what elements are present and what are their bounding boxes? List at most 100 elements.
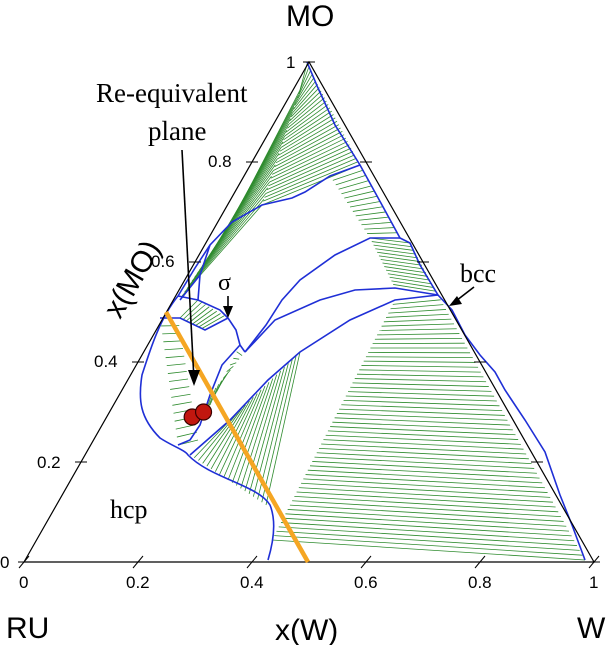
tie-line [350,386,492,392]
tie-line [359,369,481,373]
sigma-left [177,295,229,319]
tie-line [227,385,266,481]
tie-line [170,386,190,390]
tie-line [278,526,578,546]
phase-boundaries [139,61,586,561]
tie-line [236,378,274,486]
tie-line [325,434,521,445]
tie-line [379,328,457,331]
y-tick-label: 0.6 [151,252,175,271]
tie-line [307,469,543,484]
tie-line [382,262,425,270]
tie-line [185,304,206,322]
tie-line [390,304,444,310]
tie-line [341,404,503,412]
tie-line [387,273,431,281]
tie-line [352,382,489,387]
tie-line [323,439,524,450]
sigma-label: σ [218,270,231,296]
tick-mark [360,555,372,569]
tie-line [293,80,317,110]
tie-line [332,421,513,431]
tie-line [336,413,508,421]
tie-line [269,144,350,183]
tie-line [364,227,395,230]
tie-line [284,104,329,137]
tie-line [383,318,452,323]
tie-line [373,244,415,251]
tie-line [388,309,447,314]
tie-line [330,426,516,436]
tie-line [349,201,381,208]
tick-mark [474,555,486,569]
tie-line [231,382,270,483]
sigma-arrowhead [223,306,233,318]
tie-line [292,500,561,518]
tie-line [371,241,413,248]
tie-line [314,456,535,469]
plane-pointer-arrow [181,149,195,381]
tie-line [297,70,311,98]
tie-line [365,356,473,359]
tie-line [361,365,479,368]
tie-line [389,276,433,285]
tie-line [191,181,270,282]
tie-line [219,393,258,475]
tie-line [278,120,338,156]
corner-right-label: W [577,612,606,645]
tie-line [248,367,285,494]
y-axis-title: x(MO) [97,235,167,324]
re-equivalent-plane-line [164,310,310,564]
tie-line [280,114,334,148]
tie-line [274,130,343,168]
tie-line [194,176,272,278]
plane-label-line1: Re-equivalent [96,78,248,108]
x-tick-label: 0.2 [126,573,150,592]
sigma-top-left [179,274,201,301]
hcp-label: hcp [110,495,148,524]
tie-line [199,164,276,271]
tie-line [356,373,484,378]
tie-line [233,357,240,360]
tie-line [392,299,441,305]
tie-line [386,313,449,318]
tie-line [380,259,423,266]
tie-line [301,482,551,498]
y-tick-label: 0.2 [37,453,61,472]
tie-line [285,100,327,133]
tie-line [335,175,366,186]
y-tick-label: 0 [0,553,9,572]
tick-mark [246,555,258,569]
tie-line [265,154,355,194]
tie-line [168,378,189,382]
tie-line [290,87,320,118]
tie-line [280,522,575,542]
tie-line [268,147,352,187]
tie-line [354,378,487,383]
tie-line [289,504,564,522]
tie-line [202,408,242,464]
corner-left-label: RU [6,612,49,645]
tie-line [167,370,187,374]
tie-line [270,141,348,179]
tie-line [189,306,210,323]
tie-line [327,430,519,440]
sigma-upper [177,164,361,297]
tie-line [332,169,363,181]
tie-line [266,151,354,191]
tie-line [277,124,339,160]
hcp-boundary [139,295,275,561]
y-tick-label: 1 [286,53,295,72]
tie-line [348,391,495,397]
tie-line [363,360,476,363]
bcc-arrowhead [449,296,462,306]
tie-line [345,395,497,402]
tie-line [198,313,221,328]
tie-line [288,93,324,125]
tie-line [339,408,505,416]
tie-line [275,127,341,164]
tie-line [369,237,411,244]
tie-line [334,417,511,426]
tie-line [303,478,548,493]
tie-line [386,269,429,277]
